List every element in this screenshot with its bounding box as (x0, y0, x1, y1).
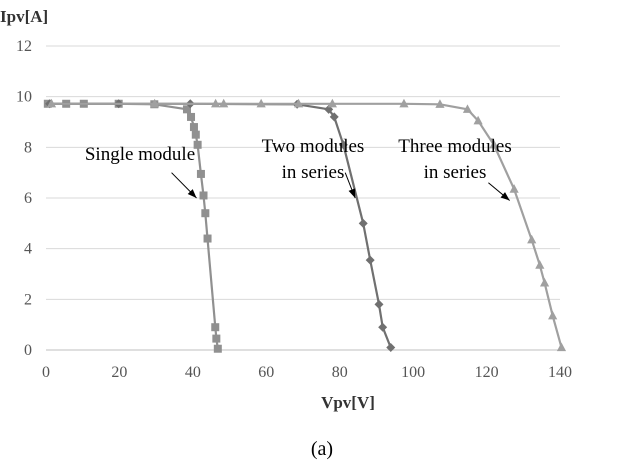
gridlines (46, 45, 560, 351)
annotation-text: Two modules (262, 136, 365, 157)
data-point (211, 98, 221, 108)
annotation-text: in series (282, 162, 345, 183)
y-axis-label: Ipv[A] (0, 7, 48, 26)
data-point (399, 98, 409, 108)
annotation-arrowhead (348, 188, 356, 198)
data-point (556, 342, 567, 352)
x-tick-label: 60 (258, 364, 274, 381)
y-tick-label: 6 (24, 190, 32, 207)
data-point (527, 234, 537, 244)
x-tick-label: 80 (332, 364, 348, 381)
data-point (211, 323, 220, 332)
series-3 (46, 98, 567, 352)
annotation-text: Three modules (398, 136, 511, 157)
x-tick-label: 100 (401, 364, 425, 381)
annotation-arrowhead (500, 192, 510, 201)
data-point (150, 98, 160, 108)
series-1 (43, 99, 222, 353)
data-point (374, 299, 384, 309)
data-point (509, 184, 519, 193)
data-point (256, 98, 266, 108)
data-point (219, 98, 229, 108)
data-point (212, 334, 221, 343)
figure-caption: (a) (311, 438, 333, 460)
data-point (358, 218, 368, 228)
x-tick-label: 120 (475, 364, 499, 381)
data-point (329, 112, 339, 122)
data-point (201, 209, 210, 218)
y-tick-label: 4 (24, 241, 32, 258)
y-tick-label: 0 (24, 342, 32, 359)
data-point (435, 99, 445, 108)
x-tick-label: 140 (548, 364, 572, 381)
data-point (327, 98, 337, 108)
series-line (47, 102, 219, 349)
y-tick-label: 12 (16, 38, 32, 55)
data-point (473, 115, 483, 125)
data-point (378, 322, 388, 332)
x-tick-label: 0 (42, 364, 50, 381)
data-point (535, 260, 545, 269)
data-point (213, 344, 222, 353)
annotation-2: Two modules in series (262, 136, 365, 199)
data-point (386, 342, 396, 352)
annotation-text: Single module (85, 144, 195, 165)
data-point (203, 234, 212, 243)
annotation-1: Single module (85, 144, 197, 199)
data-point (189, 123, 198, 132)
data-point (293, 98, 304, 108)
series-layer (43, 98, 567, 353)
data-point (199, 191, 208, 200)
data-point (539, 277, 550, 287)
data-point (196, 169, 205, 178)
annotation-text: in series (424, 162, 487, 183)
y-tick-label: 10 (16, 89, 32, 106)
data-point (187, 112, 196, 121)
data-point (193, 140, 202, 149)
x-tick-label: 40 (185, 364, 201, 381)
y-tick-label: 8 (24, 139, 32, 156)
data-point (46, 98, 57, 108)
y-tick-label: 2 (24, 291, 32, 308)
data-point (365, 255, 375, 265)
annotation-arrowhead (187, 189, 197, 198)
data-point (489, 139, 499, 149)
x-tick-label: 20 (111, 364, 127, 381)
data-point (191, 130, 200, 139)
data-point (462, 104, 473, 113)
annotation-3: Three modules in series (398, 136, 512, 201)
x-axis-label: Vpv[V] (321, 393, 375, 412)
data-point (182, 105, 191, 114)
data-point (548, 310, 558, 320)
data-point (338, 140, 348, 150)
